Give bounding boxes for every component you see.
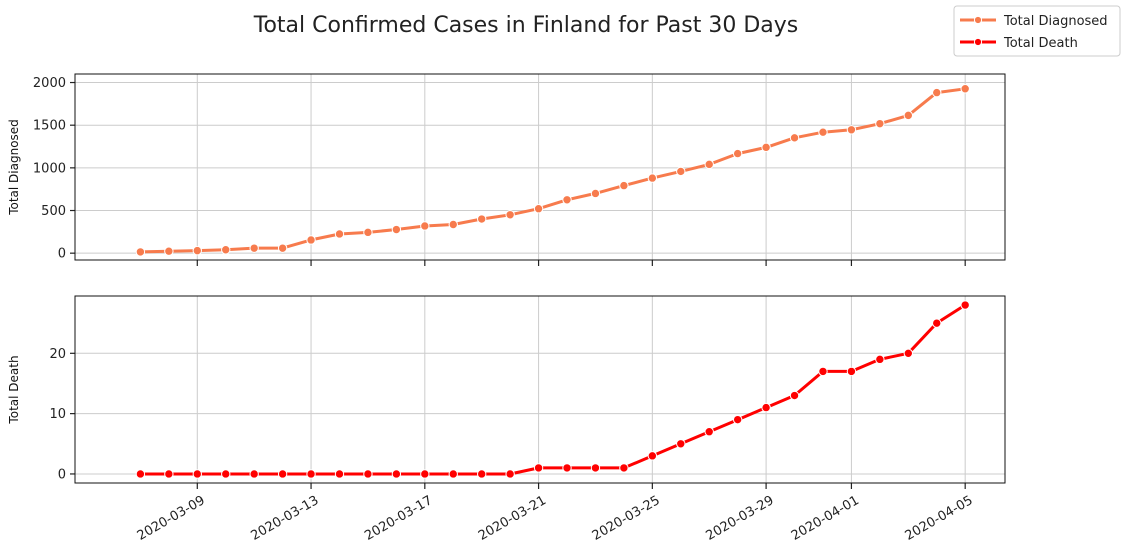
y-axis-label: Total Diagnosed (7, 119, 21, 216)
data-point (789, 133, 800, 143)
data-point (334, 229, 345, 239)
data-point (476, 214, 487, 224)
data-point (875, 118, 885, 129)
x-axis-tick-labels: 2020-03-09 2020-03-13 2020-03-17 2020-03-21… (135, 493, 976, 544)
data-point (505, 469, 515, 479)
data-point (221, 245, 231, 255)
data-point (562, 195, 572, 205)
data-point (590, 463, 601, 473)
data-point (932, 87, 942, 98)
axes-frame (74, 295, 1006, 484)
data-point (903, 348, 914, 359)
y-axis-label: Total Death (7, 355, 21, 424)
legend-marker-total-diagnosed (973, 15, 983, 25)
panel-total-death: 0 10 20 Total Death (7, 295, 1006, 489)
x-tick-label: 2020-04-01 (789, 493, 862, 544)
chart-title: Total Confirmed Cases in Finland for Pas… (253, 13, 799, 38)
data-point (192, 245, 202, 256)
data-point (619, 180, 629, 191)
data-point (164, 246, 174, 256)
data-point (818, 366, 828, 377)
data-point (277, 243, 288, 253)
data-point (960, 300, 970, 310)
data-point (192, 469, 202, 479)
legend: Total Diagnosed Total Death (953, 5, 1121, 57)
data-point (732, 148, 743, 159)
data-point (590, 188, 601, 199)
data-point (249, 243, 259, 253)
data-point (448, 219, 458, 230)
data-point (391, 469, 402, 479)
data-point (676, 166, 686, 177)
data-point (221, 469, 231, 479)
data-point (761, 142, 771, 153)
data-point (846, 125, 857, 135)
data-point (562, 463, 572, 473)
legend-label-total-death: Total Death (1003, 36, 1078, 51)
data-point (135, 469, 146, 479)
axes-frame (74, 73, 1006, 261)
y-tick-label: 0 (58, 467, 66, 482)
data-point (249, 469, 259, 479)
data-point (476, 469, 487, 479)
data-point (533, 204, 544, 214)
y-tick-label: 0 (58, 247, 66, 262)
data-point (704, 159, 714, 170)
data-point (277, 469, 288, 479)
x-tick-label: 2020-03-13 (249, 493, 322, 544)
data-point (676, 439, 686, 449)
data-point (960, 84, 970, 94)
data-point (932, 318, 942, 328)
y-tick-label: 500 (41, 204, 66, 219)
data-point (789, 390, 800, 401)
x-tick-label: 2020-03-25 (590, 493, 663, 544)
data-point (363, 469, 373, 479)
data-point (619, 463, 629, 473)
data-point (391, 224, 402, 235)
data-point (846, 366, 857, 377)
y-tick-label: 1000 (33, 161, 66, 176)
y-tick-label: 10 (49, 407, 66, 422)
data-point (363, 227, 373, 238)
data-point (761, 402, 771, 413)
y-tick-label: 2000 (33, 76, 66, 91)
x-tick-label: 2020-03-17 (362, 493, 435, 544)
data-point (334, 469, 345, 479)
data-point (647, 173, 658, 183)
y-tick-label: 20 (49, 347, 66, 362)
x-tick-label: 2020-03-09 (135, 493, 208, 544)
legend-label-total-diagnosed: Total Diagnosed (1003, 14, 1108, 29)
data-point (903, 110, 914, 121)
x-tick-label: 2020-03-29 (704, 493, 777, 544)
data-point (818, 127, 828, 137)
legend-marker-total-death (973, 37, 983, 47)
data-point (164, 469, 174, 479)
x-tick-label: 2020-04-05 (903, 493, 976, 544)
data-point (448, 469, 458, 479)
panel-total-diagnosed: 0 500 1000 1500 2000 Total Diagnosed (7, 73, 1006, 266)
y-tick-label: 1500 (33, 119, 66, 134)
data-point (135, 247, 146, 257)
x-tick-label: 2020-03-21 (476, 493, 549, 544)
data-point (420, 469, 430, 479)
data-point (306, 235, 316, 245)
data-point (704, 427, 714, 437)
series-line-total-death (140, 303, 967, 476)
data-point (533, 463, 544, 473)
data-point (732, 414, 743, 425)
data-point (306, 469, 316, 479)
data-point (505, 210, 515, 220)
data-point (875, 354, 885, 365)
data-point (420, 221, 430, 231)
series-line-total-diagnosed (140, 87, 966, 254)
data-point (647, 451, 658, 461)
